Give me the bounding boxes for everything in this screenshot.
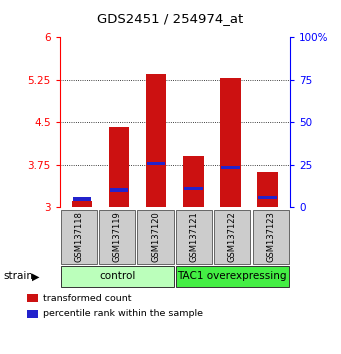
- Text: GSM137118: GSM137118: [74, 211, 83, 262]
- Bar: [110, 188, 128, 192]
- Bar: [146, 74, 166, 207]
- Bar: [221, 166, 240, 169]
- Text: GSM137120: GSM137120: [151, 211, 160, 262]
- Text: percentile rank within the sample: percentile rank within the sample: [43, 309, 203, 319]
- Text: GSM137123: GSM137123: [266, 211, 275, 262]
- Bar: [184, 187, 203, 190]
- Bar: [147, 162, 165, 165]
- Text: ▶: ▶: [32, 272, 40, 281]
- Bar: [73, 198, 91, 201]
- Bar: [109, 127, 129, 207]
- Text: TAC1 overexpressing: TAC1 overexpressing: [178, 272, 287, 281]
- Text: GSM137122: GSM137122: [228, 211, 237, 262]
- Text: GSM137119: GSM137119: [113, 211, 122, 262]
- Text: strain: strain: [3, 272, 33, 281]
- Bar: [257, 172, 278, 207]
- Text: GDS2451 / 254974_at: GDS2451 / 254974_at: [98, 12, 243, 25]
- Text: GSM137121: GSM137121: [190, 211, 198, 262]
- Text: transformed count: transformed count: [43, 293, 132, 303]
- Bar: [220, 78, 241, 207]
- Bar: [183, 156, 204, 207]
- Bar: [258, 196, 277, 199]
- Text: control: control: [99, 272, 135, 281]
- Bar: [72, 201, 92, 207]
